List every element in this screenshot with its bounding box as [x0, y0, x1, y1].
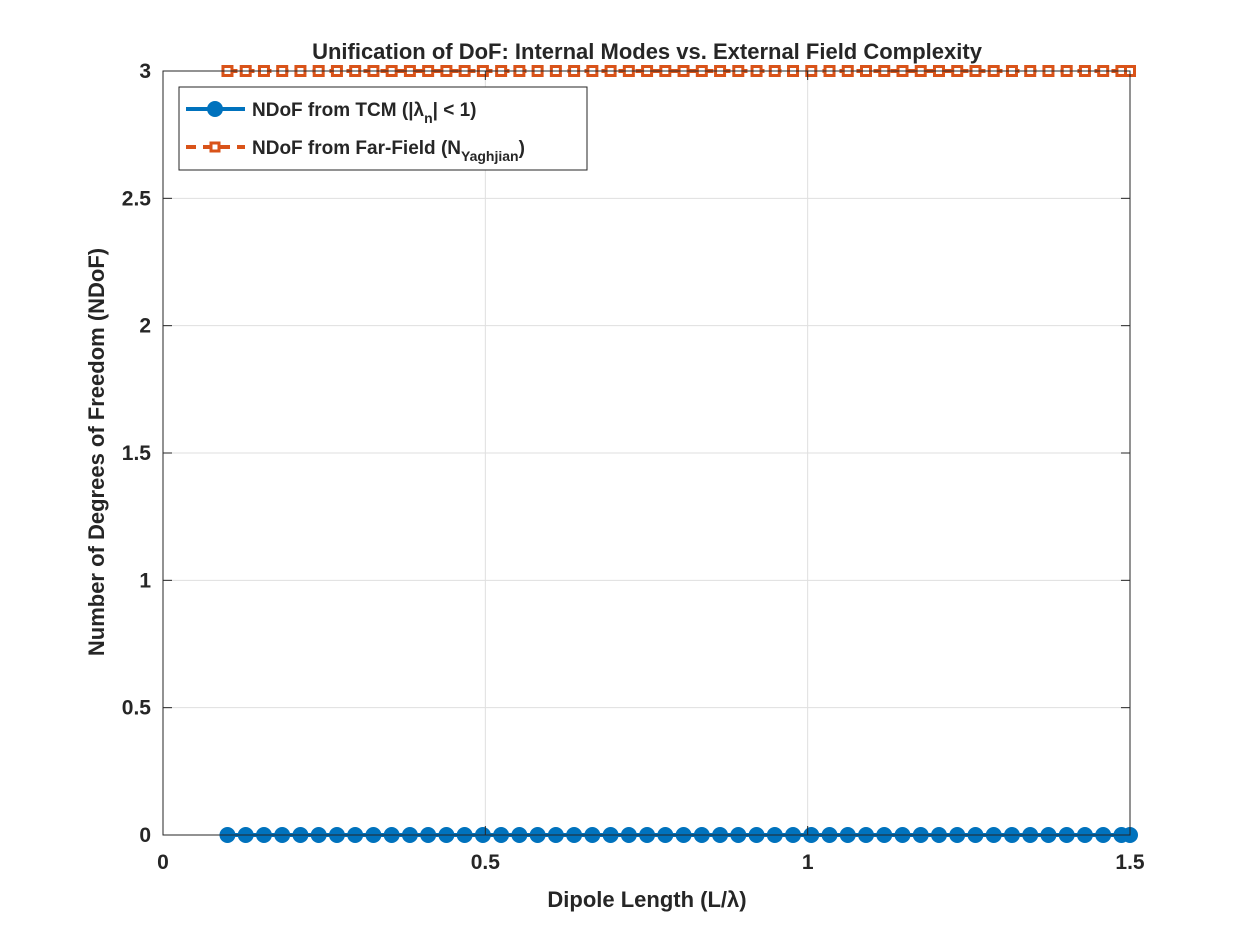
x-tick-label: 0	[157, 851, 169, 874]
x-tick-label: 1	[802, 851, 814, 874]
legend-box	[178, 86, 588, 171]
x-axis-label: Dipole Length (L/λ)	[547, 887, 746, 912]
x-tick-label: 0.5	[471, 851, 501, 874]
chart-title: Unification of DoF: Internal Modes vs. E…	[312, 39, 983, 64]
legend-label-farfield: NDoF from Far-Field (NYaghjian)	[252, 138, 525, 164]
y-tick-label: 0.5	[122, 697, 152, 720]
y-tick-label: 1	[139, 569, 151, 592]
y-tick-label: 2	[139, 315, 151, 338]
legend-marker-farfield	[209, 141, 221, 153]
y-tick-label: 1.5	[122, 442, 152, 465]
ticks	[162, 70, 1131, 836]
legend-marker-tcm	[207, 101, 223, 117]
legend-label-tcm: NDoF from TCM (|λn| < 1)	[252, 100, 477, 126]
y-tick-label: 3	[139, 60, 151, 83]
legend: NDoF from TCM (|λn| < 1) NDoF from Far-F…	[178, 86, 588, 171]
x-tick-label: 1.5	[1115, 851, 1145, 874]
tick-labels: 0 0.5 1 1.5 0 0.5 1 1.5 2 2.5 3	[122, 60, 1145, 874]
y-tick-label: 2.5	[122, 187, 152, 210]
y-tick-label: 0	[139, 824, 151, 847]
y-axis-label: Number of Degrees of Freedom (NDoF)	[84, 248, 109, 656]
